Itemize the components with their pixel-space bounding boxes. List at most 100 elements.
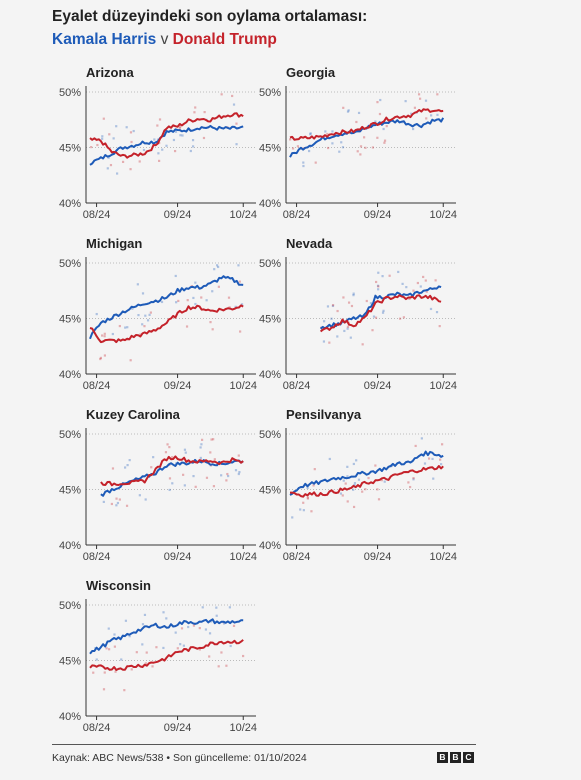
poll-dot	[331, 304, 335, 308]
poll-dot	[103, 332, 106, 335]
poll-dot	[342, 479, 345, 482]
poll-dot	[223, 622, 226, 625]
poll-dot	[103, 354, 107, 357]
panel-title: Wisconsin	[86, 578, 151, 593]
poll-dot	[424, 99, 428, 102]
poll-dot	[183, 484, 186, 487]
poll-dot	[340, 141, 343, 144]
y-tick-label: 45%	[59, 314, 81, 326]
poll-dot	[435, 311, 439, 314]
poll-dot	[346, 500, 349, 503]
poll-dot	[118, 498, 121, 501]
poll-dot	[302, 164, 305, 168]
poll-dot	[189, 149, 192, 153]
poll-dot	[382, 309, 385, 312]
poll-dot	[309, 133, 312, 136]
poll-dot	[171, 456, 174, 459]
poll-dot	[289, 138, 292, 141]
poll-dot	[352, 294, 355, 297]
x-tick-label: 09/24	[164, 209, 192, 221]
poll-dot	[208, 655, 211, 658]
poll-dot	[95, 658, 98, 661]
poll-dot	[179, 125, 182, 128]
poll-dot	[371, 146, 375, 149]
poll-dot	[331, 142, 334, 145]
poll-dot	[234, 469, 238, 472]
poll-dot	[101, 334, 104, 337]
poll-dot	[208, 632, 212, 635]
poll-dot	[151, 665, 154, 668]
poll-dot	[343, 329, 346, 333]
poll-dot	[164, 451, 168, 454]
x-tick-label: 08/24	[283, 380, 311, 392]
poll-dot	[381, 275, 384, 278]
poll-dot	[211, 328, 214, 331]
poll-dot	[330, 317, 333, 320]
poll-dot	[397, 270, 400, 274]
poll-dot	[361, 343, 364, 346]
poll-dot	[240, 303, 244, 306]
poll-dot	[212, 485, 216, 488]
poll-dot	[155, 646, 158, 649]
poll-dot	[202, 136, 206, 140]
poll-dot	[217, 285, 220, 288]
poll-dot	[352, 488, 355, 491]
poll-dot	[353, 484, 356, 487]
poll-dot	[234, 305, 237, 308]
x-tick-label: 10/24	[229, 380, 257, 392]
poll-dot	[130, 140, 133, 144]
poll-dot	[416, 281, 419, 285]
poll-dot	[102, 500, 105, 504]
poll-dot	[156, 124, 159, 127]
poll-dot	[172, 138, 176, 142]
poll-dot	[181, 134, 184, 137]
y-tick-label: 50%	[259, 429, 281, 441]
poll-dot	[349, 336, 352, 339]
poll-dot	[144, 662, 148, 665]
poll-dot	[141, 623, 145, 626]
poll-dot	[215, 264, 219, 267]
poll-dot	[99, 356, 103, 360]
y-tick-label: 45%	[59, 485, 81, 497]
y-tick-label: 50%	[59, 258, 81, 270]
poll-dot	[414, 444, 417, 448]
poll-dot	[96, 143, 99, 147]
poll-dot	[336, 309, 339, 313]
y-tick-label: 40%	[259, 369, 281, 381]
trump-average-line	[289, 108, 444, 141]
poll-dot	[187, 625, 190, 629]
x-tick-label: 08/24	[83, 209, 111, 221]
poll-dot	[144, 498, 147, 501]
poll-dot	[422, 275, 425, 279]
poll-dot	[194, 106, 197, 109]
poll-dot	[113, 633, 116, 636]
poll-dot	[141, 643, 144, 646]
poll-dot	[238, 470, 241, 474]
poll-dot	[232, 624, 236, 627]
poll-dot	[166, 443, 169, 446]
poll-dot	[324, 130, 327, 133]
poll-dot	[176, 647, 179, 650]
poll-dot	[125, 126, 128, 129]
poll-dot	[153, 138, 156, 141]
poll-dot	[144, 314, 147, 317]
harris-average-line	[319, 285, 442, 330]
poll-dot	[441, 443, 444, 446]
poll-dot	[168, 488, 171, 492]
poll-dot	[177, 299, 180, 303]
x-tick-label: 08/24	[283, 551, 311, 563]
bbc-logo-letter: B	[450, 752, 461, 763]
poll-dot	[193, 111, 196, 114]
poll-dot	[379, 98, 382, 102]
poll-dot	[115, 504, 118, 507]
poll-dot	[111, 467, 115, 470]
poll-dot	[220, 651, 223, 654]
poll-dot	[331, 304, 335, 307]
poll-dot	[165, 144, 168, 147]
poll-dot	[99, 357, 102, 361]
poll-dot	[209, 451, 212, 454]
poll-dot	[359, 153, 362, 156]
poll-dot	[355, 459, 358, 462]
poll-dot	[182, 473, 185, 476]
poll-dot	[346, 325, 350, 328]
